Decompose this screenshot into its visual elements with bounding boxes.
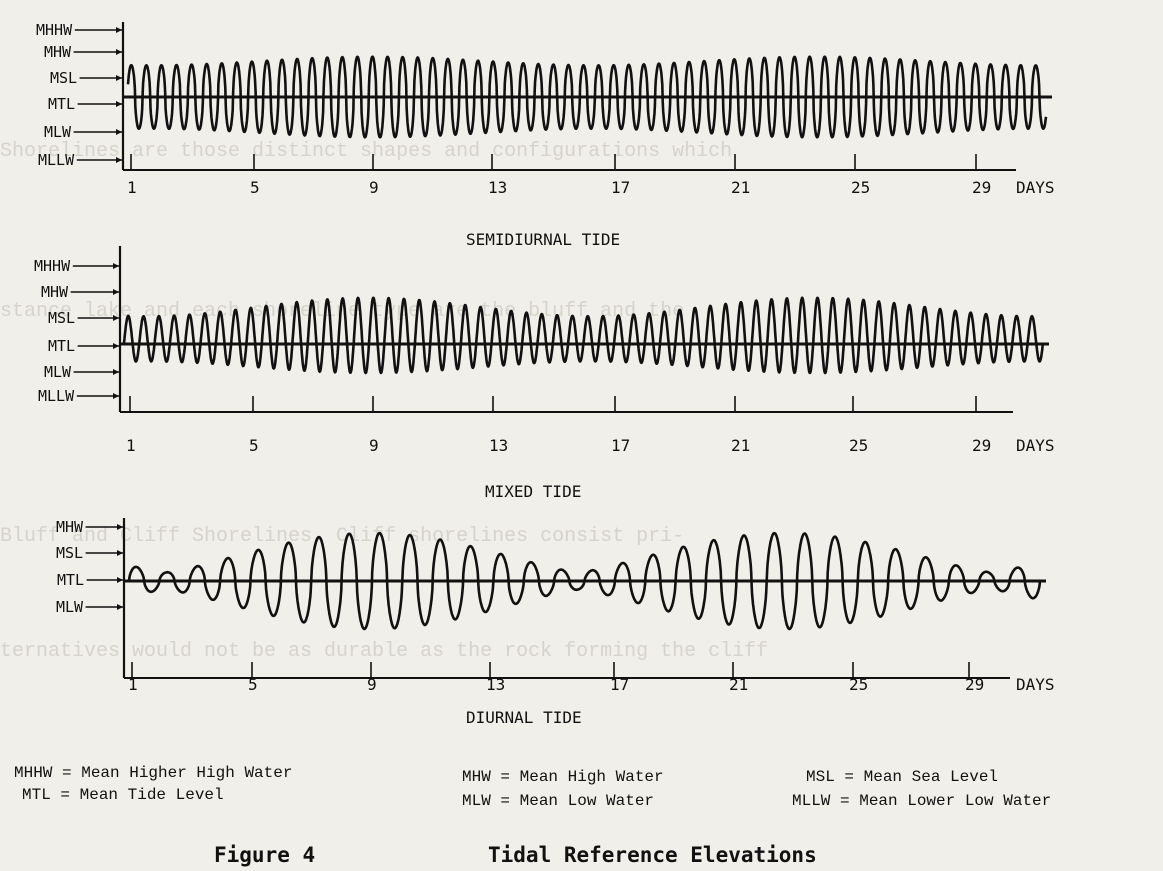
level-label: MLW bbox=[44, 363, 72, 381]
level-label: MLLW bbox=[38, 151, 75, 169]
day-tick-label: 5 bbox=[248, 675, 258, 694]
day-tick-label: 29 bbox=[972, 436, 991, 455]
day-tick-label: 17 bbox=[611, 178, 630, 197]
level-arrowhead bbox=[117, 550, 123, 556]
level-arrowhead bbox=[117, 577, 123, 583]
level-label: MTL bbox=[48, 95, 75, 113]
day-tick-label: 13 bbox=[486, 675, 505, 694]
level-arrowhead bbox=[116, 49, 122, 55]
day-tick-label: 13 bbox=[489, 436, 508, 455]
day-tick-label: 21 bbox=[731, 178, 750, 197]
day-tick-label: 21 bbox=[729, 675, 748, 694]
level-arrowhead bbox=[113, 343, 119, 349]
level-label: MHW bbox=[41, 283, 69, 301]
panel-title: MIXED TIDE bbox=[485, 482, 581, 501]
day-tick-label: 13 bbox=[488, 178, 507, 197]
level-arrowhead bbox=[116, 101, 122, 107]
level-label: MLLW bbox=[38, 387, 75, 405]
level-label: MSL bbox=[48, 309, 75, 327]
days-axis-label: DAYS bbox=[1016, 436, 1055, 455]
figure-number: Figure 4 bbox=[214, 843, 316, 867]
level-label: MLW bbox=[44, 123, 72, 141]
level-label: MSL bbox=[50, 69, 77, 87]
level-arrowhead bbox=[117, 604, 123, 610]
day-tick-label: 29 bbox=[972, 178, 991, 197]
bleed-through-text: Bluff and Cliff Shorelines. Cliff shorel… bbox=[0, 525, 685, 548]
day-tick-label: 1 bbox=[126, 436, 136, 455]
day-tick-label: 21 bbox=[731, 436, 750, 455]
day-tick-label: 9 bbox=[367, 675, 377, 694]
level-arrowhead bbox=[113, 369, 119, 375]
level-arrowhead bbox=[117, 524, 123, 530]
tide-curve bbox=[122, 296, 1045, 375]
level-label: MTL bbox=[48, 337, 75, 355]
level-label: MLW bbox=[56, 598, 84, 616]
day-tick-label: 9 bbox=[369, 436, 379, 455]
level-label: MHW bbox=[44, 43, 72, 61]
day-tick-label: 29 bbox=[965, 675, 984, 694]
legend-entry: MSL = Mean Sea Level bbox=[806, 768, 999, 786]
legend-entry: MHHW = Mean Higher High Water bbox=[14, 764, 293, 782]
legend-entry: MTL = Mean Tide Level bbox=[22, 786, 224, 804]
day-tick-label: 5 bbox=[249, 436, 259, 455]
level-label: MHHW bbox=[36, 21, 73, 39]
day-tick-label: 9 bbox=[369, 178, 379, 197]
day-tick-label: 25 bbox=[849, 675, 868, 694]
level-arrowhead bbox=[113, 289, 119, 295]
legend-entry: MLW = Mean Low Water bbox=[462, 792, 655, 810]
figure-title: Tidal Reference Elevations bbox=[488, 843, 817, 867]
level-arrowhead bbox=[116, 27, 122, 33]
level-label: MSL bbox=[56, 544, 83, 562]
tide-curve bbox=[126, 55, 1048, 139]
legend-entry: MHW = Mean High Water bbox=[462, 768, 664, 786]
panel-title: DIURNAL TIDE bbox=[466, 708, 582, 727]
level-label: MHHW bbox=[34, 257, 71, 275]
bleed-through-text: Shorelines are those distinct shapes and… bbox=[0, 140, 733, 163]
days-axis-label: DAYS bbox=[1016, 178, 1055, 197]
day-tick-label: 5 bbox=[250, 178, 260, 197]
legend-entry: MLLW = Mean Lower Low Water bbox=[792, 792, 1052, 810]
level-label: MTL bbox=[57, 571, 84, 589]
day-tick-label: 1 bbox=[128, 675, 138, 694]
level-arrowhead bbox=[113, 263, 119, 269]
panel-title: SEMIDIURNAL TIDE bbox=[466, 230, 620, 249]
level-arrowhead bbox=[113, 393, 119, 399]
day-tick-label: 25 bbox=[851, 178, 870, 197]
level-arrowhead bbox=[116, 129, 122, 135]
level-arrowhead bbox=[113, 315, 119, 321]
days-axis-label: DAYS bbox=[1016, 675, 1055, 694]
bleed-through-text: ternatives would not be as durable as th… bbox=[0, 640, 769, 663]
day-tick-label: 17 bbox=[610, 675, 629, 694]
level-label: MHW bbox=[56, 518, 84, 536]
level-arrowhead bbox=[116, 157, 122, 163]
tide-curve bbox=[127, 531, 1042, 631]
day-tick-label: 1 bbox=[127, 178, 137, 197]
level-arrowhead bbox=[116, 75, 122, 81]
day-tick-label: 17 bbox=[611, 436, 630, 455]
day-tick-label: 25 bbox=[849, 436, 868, 455]
